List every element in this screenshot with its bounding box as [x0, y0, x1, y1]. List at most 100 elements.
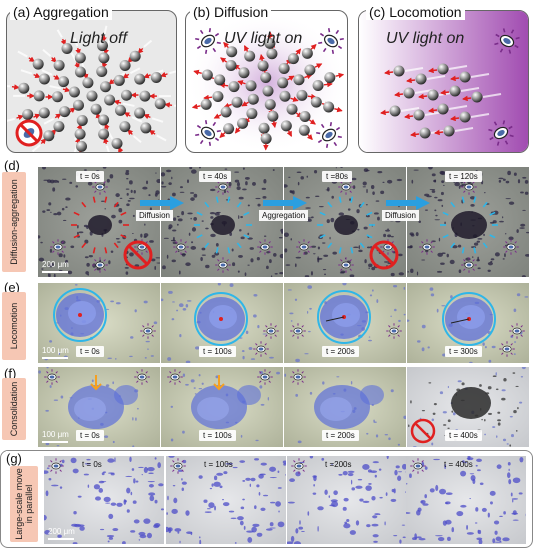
rowF-frame-2: t = 200s: [284, 367, 406, 447]
motion-arrow: [113, 99, 122, 106]
panel-a-illustration: [7, 25, 176, 152]
micromotor-particle: [324, 72, 336, 84]
rowD-frame-3: t = 120s: [407, 167, 529, 277]
micromotor-particle: [114, 104, 126, 116]
light-off-icon: [369, 240, 399, 270]
micromotor-particle: [43, 130, 55, 142]
time-label: t =80s: [322, 171, 353, 182]
motion-arrow: [394, 91, 404, 98]
motion-arrow: [259, 53, 265, 61]
motion-arrow: [295, 48, 302, 55]
motion-arrow: [335, 72, 345, 79]
micrograph: [407, 283, 529, 363]
panel-c-label: (c) Locomotion: [366, 4, 465, 20]
micromotor-particle: [33, 90, 45, 102]
micromotor-particle: [471, 91, 483, 103]
micromotor-particle: [59, 106, 71, 118]
motion-arrow: [241, 101, 249, 107]
scale-label: 200 μm: [42, 260, 69, 269]
panel-b-condition: UV light on: [224, 30, 303, 47]
micromotor-particle: [97, 40, 109, 52]
time-label: t = 200s: [322, 430, 359, 441]
micromotor-particle: [74, 66, 86, 78]
micromotor-particle: [90, 103, 102, 115]
time-label: t = 40s: [199, 171, 232, 182]
aggregation-particles: [7, 25, 176, 152]
micromotor-particle: [286, 103, 298, 115]
micromotor-particle: [257, 60, 269, 72]
uv-lamp-icon: [92, 257, 108, 273]
micromotor-particle: [310, 96, 322, 108]
micromotor-particle: [393, 65, 405, 77]
motion-arrow: [54, 113, 62, 119]
micromotor-particle: [99, 81, 111, 93]
uv-lamp-icon: [386, 323, 402, 339]
transition-label: Aggregation: [259, 210, 309, 221]
uv-lamp-icon: [499, 341, 515, 357]
micromotor-particle: [266, 48, 278, 60]
motion-arrow: [213, 113, 222, 119]
motion-arrow: [108, 78, 115, 85]
micromotor-particle: [104, 94, 116, 106]
motion-arrow: [53, 74, 61, 80]
motion-arrow: [450, 75, 460, 82]
micromotor-particle: [38, 73, 50, 85]
uv-lamp-icon: [291, 458, 307, 474]
micrograph: [287, 456, 407, 544]
micrograph: [407, 367, 529, 447]
rowD-frame-1: t = 40s: [161, 167, 283, 277]
micromotor-particle: [419, 127, 431, 139]
motion-arrow: [122, 73, 130, 79]
scale-bar: [48, 538, 74, 540]
uv-lamp-icon: [44, 369, 60, 385]
micromotor-particle: [53, 121, 65, 133]
micrograph: [161, 167, 283, 277]
micromotor-particle: [22, 108, 34, 120]
rowG-frame-3: t = 400s: [406, 456, 526, 544]
micromotor-particle: [443, 125, 455, 137]
uv-lamp-icon: [195, 120, 221, 146]
rowE-frame-1: t = 100s: [161, 283, 283, 363]
uv-lamp-icon: [419, 239, 435, 255]
transition-arrow: [386, 196, 430, 210]
micromotor-particle: [119, 59, 131, 71]
motion-arrow: [428, 67, 438, 74]
micromotor-particle: [18, 82, 30, 94]
micrograph: [166, 456, 286, 544]
uv-lamp-icon: [290, 323, 306, 339]
micrograph: [284, 167, 406, 277]
motion-arrow: [287, 75, 295, 81]
micromotor-particle: [111, 138, 123, 150]
micromotor-particle: [278, 62, 290, 74]
panel-b-label: (b) Diffusion: [190, 4, 272, 20]
motion-arrow: [323, 81, 333, 88]
motion-arrow: [310, 43, 317, 50]
rowD-frame-0: t = 0s 200 μm: [38, 167, 160, 277]
motion-arrow: [16, 114, 24, 121]
micromotor-particle: [82, 77, 94, 89]
time-label: t = 100s: [199, 430, 236, 441]
micromotor-particle: [201, 69, 213, 81]
micromotor-particle: [129, 50, 141, 62]
micromotor-particle: [299, 111, 311, 123]
uv-lamp-icon: [195, 28, 344, 148]
motion-arrow: [384, 69, 394, 76]
motion-arrow: [418, 93, 428, 100]
motion-arrow: [404, 113, 414, 120]
micromotor-particle: [228, 81, 240, 93]
micromotor-particle: [86, 90, 98, 102]
transition-arrow: [263, 196, 307, 210]
row-g-letter: (g): [6, 451, 22, 466]
motion-arrow: [123, 112, 131, 118]
motion-arrow: [434, 129, 444, 136]
motion-arrow: [219, 132, 226, 139]
micromotor-particle: [38, 107, 50, 119]
micromotor-particle: [293, 74, 305, 86]
micromotor-particle: [449, 85, 461, 97]
time-label: t = 0s: [76, 171, 104, 182]
diffusion-particles: [191, 31, 345, 151]
time-label: t = 400s: [445, 430, 482, 441]
micromotor-particle: [231, 96, 243, 108]
scale-label: 100 μm: [42, 346, 69, 355]
time-label: t = 120s: [445, 171, 482, 182]
